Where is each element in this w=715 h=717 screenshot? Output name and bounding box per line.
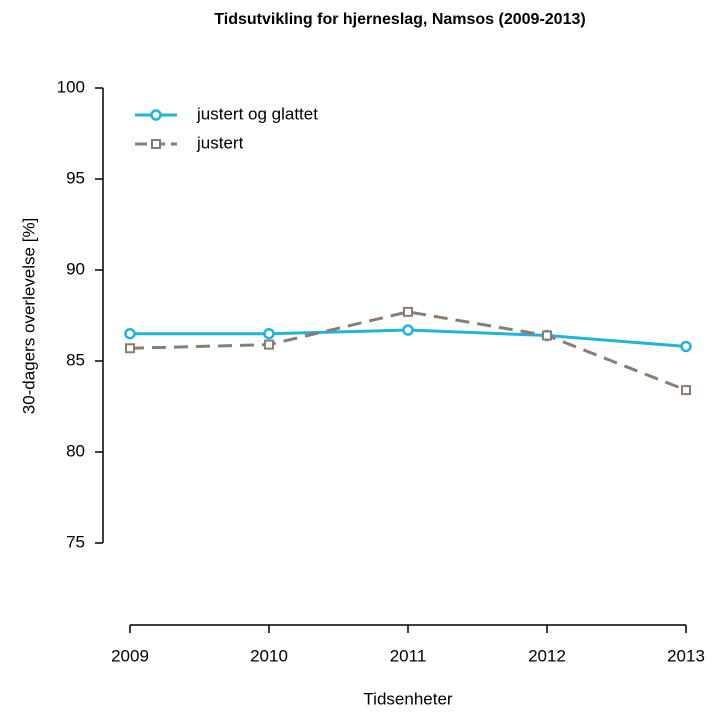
y-tick-label: 85 bbox=[66, 350, 85, 369]
data-point bbox=[403, 306, 413, 317]
legend-marker bbox=[151, 139, 161, 149]
y-tick-label: 75 bbox=[66, 532, 85, 551]
legend-label: justert bbox=[196, 133, 244, 152]
x-tick-label: 2010 bbox=[250, 646, 288, 665]
y-tick-label: 95 bbox=[66, 168, 85, 187]
data-point bbox=[263, 327, 275, 340]
x-tick-label: 2011 bbox=[390, 646, 427, 665]
x-tick-label: 2013 bbox=[667, 646, 705, 665]
data-point bbox=[125, 343, 135, 354]
data-point bbox=[124, 327, 136, 340]
data-point bbox=[264, 339, 274, 350]
data-point bbox=[542, 330, 552, 341]
x-tick-label: 2009 bbox=[111, 646, 149, 665]
y-axis-label: 30-dagers overlevelse [%] bbox=[19, 218, 38, 415]
y-tick-label: 100 bbox=[57, 77, 85, 96]
data-point bbox=[681, 385, 691, 396]
x-tick-label: 2012 bbox=[528, 646, 566, 665]
legend-label: justert og glattet bbox=[196, 104, 318, 123]
data-point bbox=[680, 340, 692, 353]
chart-title: Tidsutvikling for hjerneslag, Namsos (20… bbox=[214, 11, 585, 28]
y-tick-label: 80 bbox=[66, 441, 85, 460]
data-line bbox=[129, 310, 687, 392]
data-point bbox=[402, 324, 414, 336]
x-axis-label: Tidsenheter bbox=[363, 689, 452, 708]
y-tick-label: 90 bbox=[66, 259, 85, 278]
legend-marker bbox=[150, 109, 162, 121]
